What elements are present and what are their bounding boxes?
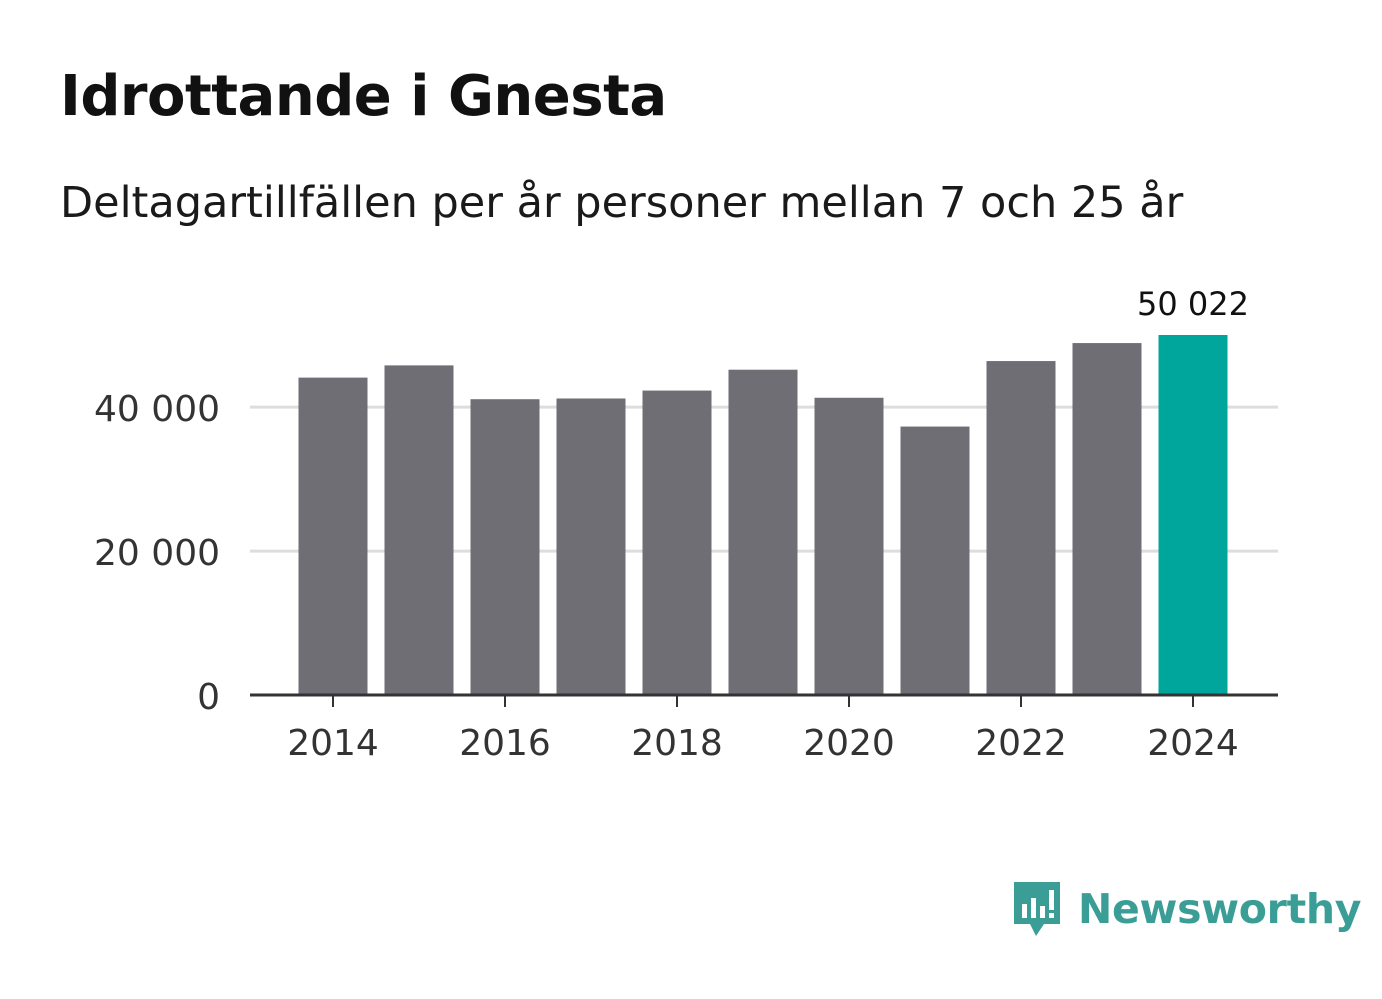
x-axis [250, 693, 1278, 707]
x-tick-label: 2020 [803, 723, 895, 764]
chart-subtitle: Deltagartillfällen per år personer mella… [60, 178, 1184, 228]
y-tick-label: 0 [197, 677, 220, 718]
bar-2024 [1158, 335, 1228, 695]
highlight-value-label: 50 022 [1137, 285, 1249, 323]
newsworthy-logo-icon [1014, 882, 1060, 936]
bar-2020 [814, 397, 884, 695]
x-tick-label: 2024 [1147, 723, 1239, 764]
bar-2015 [384, 365, 454, 695]
bar-2022 [986, 361, 1056, 695]
x-tick-label: 2016 [459, 723, 551, 764]
y-tick-label: 40 000 [94, 389, 220, 430]
x-tick-label: 2018 [631, 723, 723, 764]
chart-title: Idrottande i Gnesta [60, 64, 667, 129]
labels: 0 20 000 40 000 2014 2016 2018 2020 2022 2024 50 … [94, 285, 1249, 764]
y-tick-label: 20 000 [94, 533, 220, 574]
x-tick-label: 2022 [975, 723, 1067, 764]
bar-2021 [900, 426, 970, 695]
bars [298, 335, 1228, 695]
bar-2014 [298, 377, 368, 695]
bar-2017 [556, 398, 626, 695]
bar-2023 [1072, 343, 1142, 695]
newsworthy-logo-text: Newsworthy [1078, 885, 1362, 933]
bar-2016 [470, 399, 540, 695]
bar-2019 [728, 369, 798, 695]
bar-2018 [642, 390, 712, 695]
x-tick-label: 2014 [287, 723, 379, 764]
newsworthy-logo: Newsworthy [1010, 878, 1361, 940]
